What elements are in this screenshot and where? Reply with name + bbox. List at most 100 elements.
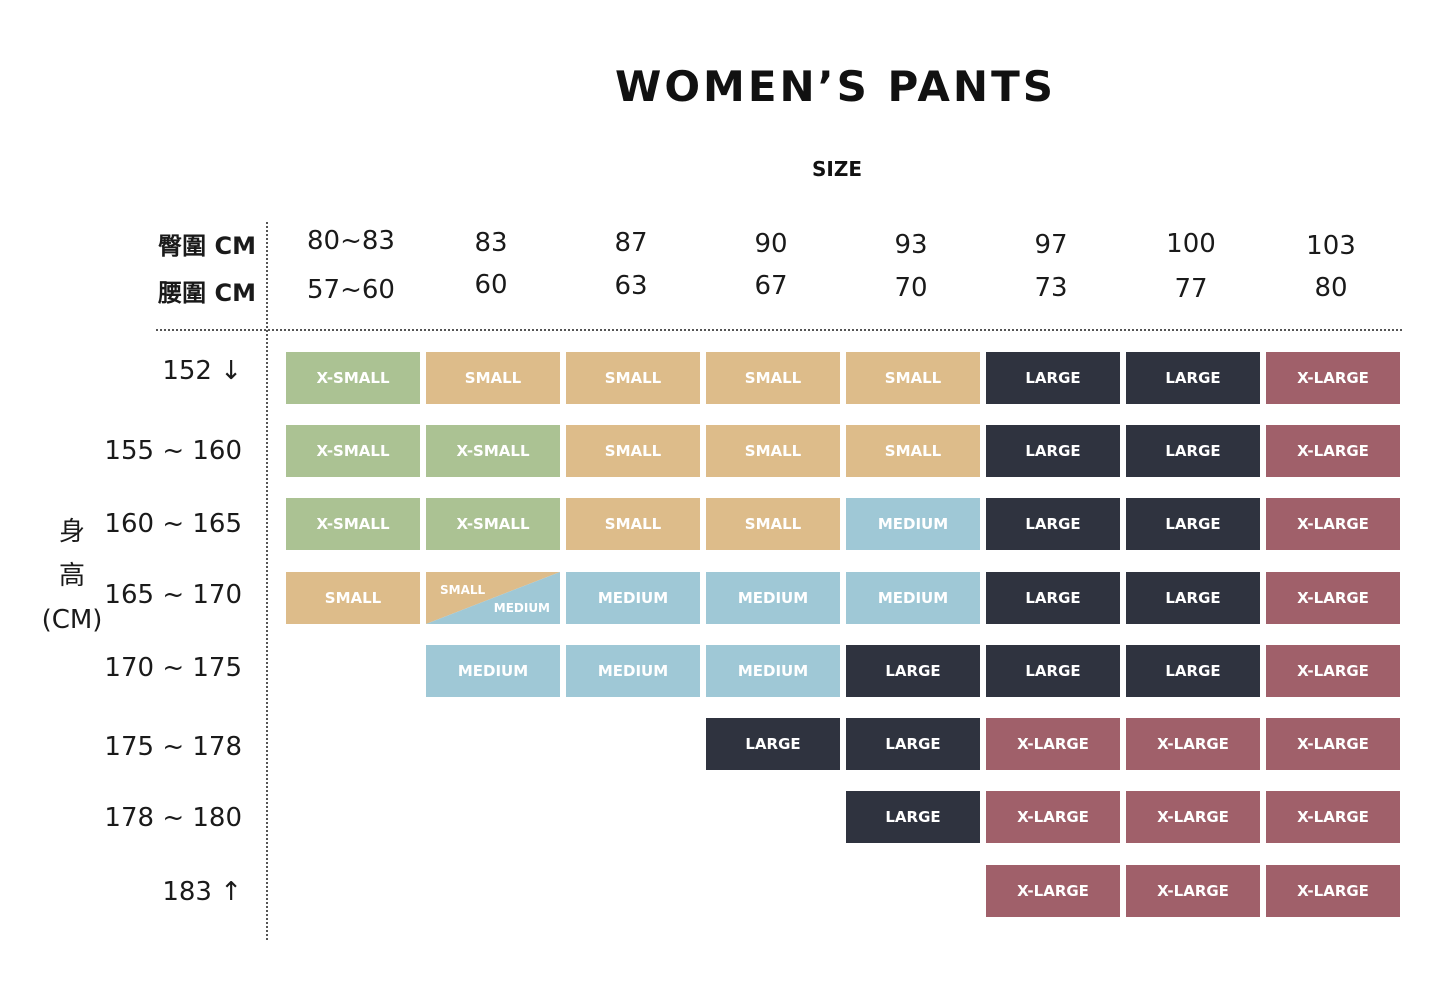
size-cell-label: LARGE (1025, 515, 1081, 533)
size-cell-label: MEDIUM (597, 589, 669, 607)
height-axis-line-1: 身 (58, 517, 85, 547)
size-cell-label: MEDIUM (737, 662, 809, 680)
size-cell-label: LARGE (1025, 662, 1081, 680)
size-cell: SMALL (706, 498, 840, 550)
size-cell: X-LARGE (1126, 865, 1260, 917)
split-cell-background (426, 572, 560, 624)
size-cell: SMALL (566, 352, 700, 404)
size-cell-label: X-LARGE (1297, 369, 1369, 387)
size-cell: LARGE (846, 791, 980, 843)
hip-value: 100 (1166, 229, 1216, 259)
size-cell: LARGE (1126, 498, 1260, 550)
waist-label: 腰圍 CM (158, 279, 256, 307)
size-cell-label: SMALL (464, 369, 522, 387)
size-cell-label: LARGE (1165, 442, 1221, 460)
hip-value: 83 (474, 228, 508, 258)
height-axis-label: 身 高 (CM) (30, 510, 114, 642)
size-cell-label: LARGE (885, 735, 941, 753)
hip-label: 臀圍 CM (158, 232, 256, 260)
size-cell: MEDIUM (426, 645, 560, 697)
size-cell: LARGE (1126, 645, 1260, 697)
size-cell: X-LARGE (1266, 498, 1400, 550)
size-cell: X-LARGE (1266, 718, 1400, 770)
size-cell-split: SMALL MEDIUM (426, 572, 560, 624)
size-cell-label: X-LARGE (1157, 735, 1229, 753)
size-cell-label: X-SMALL (456, 442, 530, 460)
size-cell: LARGE (1126, 352, 1260, 404)
size-cell-label: X-LARGE (1297, 808, 1369, 826)
size-cell-label: MEDIUM (877, 589, 949, 607)
size-cell-label: SMALL (604, 515, 662, 533)
waist-value: 57~60 (307, 275, 395, 305)
size-cell-label: LARGE (885, 808, 941, 826)
size-cell: X-SMALL (286, 352, 420, 404)
size-cell-label: X-LARGE (1297, 515, 1369, 533)
size-cell: X-LARGE (986, 718, 1120, 770)
size-cell-label: X-LARGE (1017, 808, 1089, 826)
size-cell-label: X-LARGE (1297, 442, 1369, 460)
height-axis-line-3: (CM) (41, 605, 103, 635)
size-cell: X-LARGE (1126, 718, 1260, 770)
size-cell-label: X-LARGE (1297, 589, 1369, 607)
size-cell: LARGE (986, 498, 1120, 550)
size-cell: SMALL (706, 352, 840, 404)
size-cell: X-LARGE (1266, 572, 1400, 624)
size-cell: X-LARGE (1266, 791, 1400, 843)
size-cell-label: SMALL (744, 515, 802, 533)
size-cell: LARGE (1126, 425, 1260, 477)
height-row-label: 175 ~ 178 (104, 732, 242, 762)
size-cell-label: X-LARGE (1297, 882, 1369, 900)
hip-value: 90 (754, 229, 788, 259)
height-row-label: 165 ~ 170 (104, 580, 242, 610)
size-cell: LARGE (1126, 572, 1260, 624)
size-cell: MEDIUM (846, 572, 980, 624)
size-cell: MEDIUM (706, 572, 840, 624)
size-cell: MEDIUM (566, 645, 700, 697)
waist-value: 80 (1314, 273, 1348, 303)
horizontal-divider (156, 329, 1402, 331)
hip-value: 103 (1306, 231, 1356, 261)
size-cell: LARGE (846, 645, 980, 697)
height-row-label: 160 ~ 165 (104, 509, 242, 539)
height-row-label: 152 ↓ (162, 356, 242, 386)
size-cell-label: X-LARGE (1297, 735, 1369, 753)
size-cell-label: SMALL (884, 442, 942, 460)
size-cell-label: MEDIUM (597, 662, 669, 680)
size-cell-label: X-SMALL (316, 442, 390, 460)
size-cell-label: LARGE (1025, 442, 1081, 460)
size-cell: SMALL (566, 498, 700, 550)
hip-value: 97 (1034, 230, 1068, 260)
size-cell-label: X-LARGE (1017, 882, 1089, 900)
size-cell-label: LARGE (745, 735, 801, 753)
size-cell-label: X-LARGE (1297, 662, 1369, 680)
size-cell: MEDIUM (566, 572, 700, 624)
height-row-label: 178 ~ 180 (104, 803, 242, 833)
waist-value: 77 (1174, 274, 1208, 304)
size-cell-label: X-SMALL (456, 515, 530, 533)
waist-value: 70 (894, 273, 928, 303)
size-cell: MEDIUM (706, 645, 840, 697)
size-cell-label: MEDIUM (457, 662, 529, 680)
size-cell-label: SMALL (604, 442, 662, 460)
page-title: WOMEN’S PANTS (615, 62, 1056, 111)
size-cell: X-SMALL (286, 498, 420, 550)
size-cell-label: LARGE (1165, 515, 1221, 533)
size-cell-label: X-SMALL (316, 515, 390, 533)
size-cell-label: X-SMALL (316, 369, 390, 387)
size-cell: X-LARGE (986, 791, 1120, 843)
size-cell: X-SMALL (286, 425, 420, 477)
size-cell: SMALL (846, 425, 980, 477)
waist-value: 63 (614, 271, 648, 301)
size-cell: X-LARGE (1266, 645, 1400, 697)
size-cell-label: LARGE (1165, 662, 1221, 680)
split-size-lower: MEDIUM (493, 601, 550, 615)
hip-value: 93 (894, 230, 928, 260)
waist-value: 60 (474, 270, 508, 300)
size-cell: LARGE (986, 572, 1120, 624)
size-cell-label: LARGE (1025, 589, 1081, 607)
vertical-divider (266, 222, 268, 940)
size-cell: SMALL (426, 352, 560, 404)
size-cell-label: SMALL (744, 369, 802, 387)
size-cell: X-LARGE (1266, 352, 1400, 404)
